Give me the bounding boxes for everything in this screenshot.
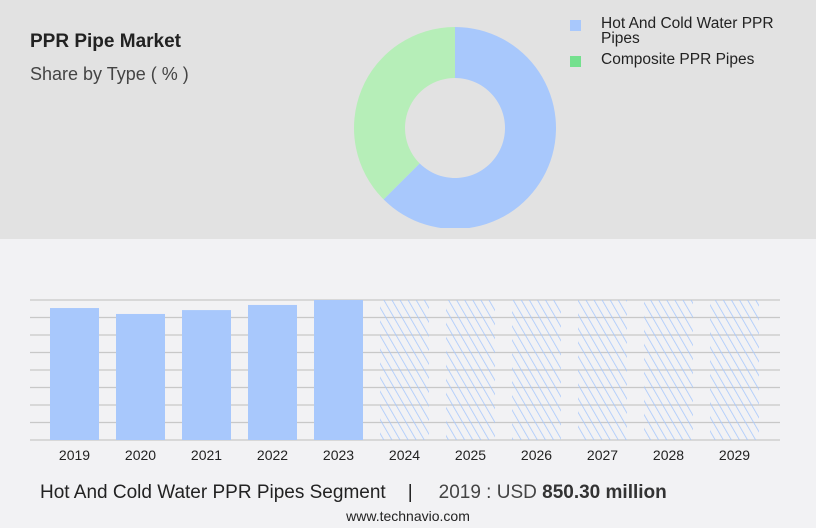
legend-swatch xyxy=(570,56,581,67)
x-tick-label: 2020 xyxy=(125,447,156,463)
bar xyxy=(314,300,363,440)
x-tick-label: 2023 xyxy=(323,447,354,463)
donut-slice xyxy=(383,27,556,228)
x-tick-label: 2027 xyxy=(587,447,618,463)
legend: Hot And Cold Water PPR Pipes Composite P… xyxy=(570,16,810,73)
forecast-bar xyxy=(512,300,561,440)
forecast-bar xyxy=(644,300,693,440)
segment-label: Hot And Cold Water PPR Pipes Segment xyxy=(40,482,386,503)
forecast-bar xyxy=(446,300,495,440)
year-label: 2019 : USD xyxy=(438,482,537,503)
bar xyxy=(182,310,231,440)
donut-chart xyxy=(353,27,556,228)
page-title: PPR Pipe Market xyxy=(30,31,181,52)
segment-value: 850.30 million xyxy=(542,482,667,503)
x-tick-label: 2021 xyxy=(191,447,222,463)
x-tick-label: 2026 xyxy=(521,447,552,463)
donut-slice xyxy=(353,27,455,200)
separator: | xyxy=(407,482,413,503)
x-tick-label: 2024 xyxy=(389,447,420,463)
bar-chart: 2019 2020 2021 2022 2023 2024 2025 2026 2027 2028… xyxy=(50,300,759,463)
bar xyxy=(248,304,297,440)
x-tick-label: 2019 xyxy=(59,447,90,463)
legend-label: Hot And Cold Water PPR Pipes xyxy=(601,15,774,47)
forecast-bar xyxy=(380,300,429,440)
site-link[interactable]: www.technavio.com xyxy=(346,508,470,524)
forecast-bar xyxy=(578,300,627,440)
page-subtitle: Share by Type ( % ) xyxy=(30,64,189,84)
bar xyxy=(116,313,165,440)
legend-item: Composite PPR Pipes xyxy=(570,52,810,67)
legend-swatch xyxy=(570,20,581,31)
x-tick-label: 2025 xyxy=(455,447,486,463)
x-tick-label: 2022 xyxy=(257,447,288,463)
x-tick-label: 2028 xyxy=(653,447,684,463)
legend-label: Composite PPR Pipes xyxy=(601,51,755,68)
forecast-bar xyxy=(710,300,759,440)
bar xyxy=(50,308,99,440)
legend-item: Hot And Cold Water PPR Pipes xyxy=(570,16,810,46)
footer-summary: Hot And Cold Water PPR Pipes Segment | 201… xyxy=(40,482,667,504)
x-tick-label: 2029 xyxy=(719,447,750,463)
